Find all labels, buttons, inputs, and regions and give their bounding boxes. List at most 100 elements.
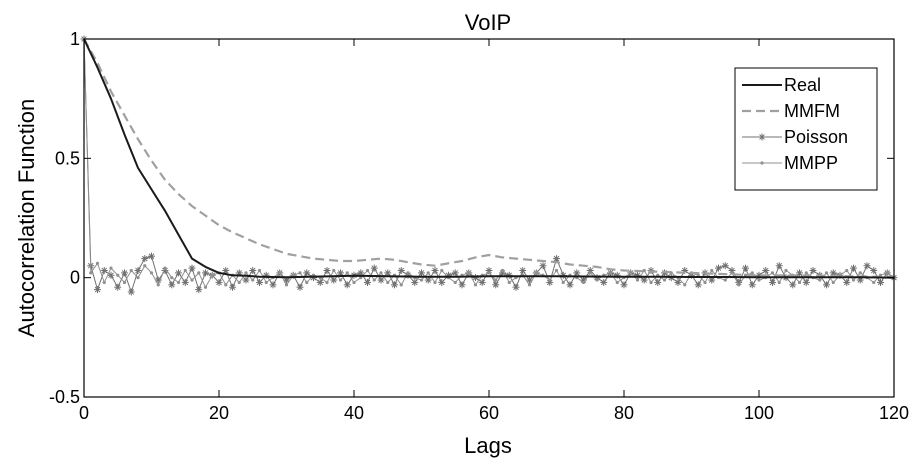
data-point-poisson bbox=[370, 264, 378, 272]
data-point-mmpp bbox=[757, 278, 761, 282]
data-point-poisson bbox=[242, 276, 250, 284]
data-point-poisson bbox=[674, 278, 682, 286]
data-point-mmpp bbox=[352, 280, 356, 285]
data-point-mmpp bbox=[683, 283, 687, 287]
legend-label-poisson: Poisson bbox=[784, 127, 848, 147]
x-tick-label: 120 bbox=[879, 403, 909, 423]
data-point-poisson bbox=[620, 281, 628, 289]
data-point-poisson bbox=[802, 278, 810, 286]
x-tick-label: 0 bbox=[79, 403, 89, 423]
data-point-poisson bbox=[829, 269, 837, 277]
data-point-mmpp bbox=[203, 285, 208, 289]
data-point-mmpp bbox=[595, 278, 599, 282]
data-point-poisson bbox=[222, 267, 230, 275]
data-point-poisson bbox=[256, 278, 263, 286]
data-point-poisson bbox=[249, 267, 257, 275]
data-point-mmpp bbox=[872, 280, 876, 285]
x-axis-label: Lags bbox=[464, 433, 512, 458]
data-point-poisson bbox=[458, 281, 466, 289]
series-line-mmfm bbox=[83, 38, 895, 279]
data-point-mmpp bbox=[305, 280, 309, 285]
data-point-mmpp bbox=[244, 271, 248, 275]
data-point-poisson bbox=[188, 264, 196, 272]
series-line-real bbox=[83, 38, 895, 279]
data-point-mmpp bbox=[588, 271, 592, 275]
data-point-poisson bbox=[168, 281, 176, 289]
data-point-poisson bbox=[107, 271, 115, 279]
data-point-poisson bbox=[364, 278, 371, 286]
plot-series bbox=[80, 35, 898, 296]
data-point-poisson bbox=[181, 278, 189, 286]
data-point-poisson bbox=[377, 276, 385, 284]
data-point-mmpp bbox=[183, 268, 187, 273]
data-point-mmpp bbox=[190, 278, 194, 282]
data-point-mmpp bbox=[797, 280, 802, 285]
data-point-poisson bbox=[438, 278, 446, 286]
data-point-poisson bbox=[748, 281, 756, 289]
data-point-mmpp bbox=[89, 271, 93, 275]
data-point-poisson bbox=[694, 281, 702, 289]
data-point-poisson bbox=[397, 267, 405, 275]
data-point-poisson bbox=[316, 278, 324, 286]
data-point-mmpp bbox=[386, 280, 390, 285]
x-axis-ticks: 0 20 40 60 80 100 120 bbox=[79, 39, 909, 423]
y-tick-label: 1 bbox=[70, 29, 80, 49]
y-axis-ticks: -0.5 0 0.5 1 bbox=[49, 29, 894, 407]
data-point-mmpp bbox=[467, 271, 471, 275]
data-point-mmpp bbox=[365, 268, 370, 273]
data-point-mmpp bbox=[750, 271, 754, 275]
x-tick-label: 60 bbox=[479, 403, 499, 423]
data-point-poisson bbox=[715, 264, 722, 272]
data-point-poisson bbox=[553, 255, 560, 263]
data-point-mmpp bbox=[129, 268, 133, 273]
data-point-mmpp bbox=[561, 280, 565, 285]
data-point-mmpp bbox=[507, 280, 511, 285]
x-tick-label: 80 bbox=[614, 403, 634, 423]
data-point-mmpp bbox=[95, 261, 100, 265]
data-point-poisson bbox=[127, 288, 135, 296]
data-point-mmpp bbox=[122, 280, 127, 285]
data-point-mmpp bbox=[851, 278, 856, 282]
legend-label-mmpp: MMPP bbox=[784, 153, 838, 173]
data-point-poisson bbox=[546, 278, 554, 286]
data-point-mmpp bbox=[703, 280, 707, 285]
data-point-poisson bbox=[100, 267, 108, 275]
y-tick-label: -0.5 bbox=[49, 387, 80, 407]
data-point-poisson bbox=[512, 283, 520, 291]
data-point-poisson bbox=[141, 255, 149, 263]
data-point-mmpp bbox=[197, 271, 201, 275]
data-point-poisson bbox=[573, 269, 581, 277]
data-point-poisson bbox=[303, 269, 311, 277]
legend-marker-mmpp bbox=[760, 161, 764, 165]
data-point-mmpp bbox=[176, 280, 181, 285]
data-point-mmpp bbox=[237, 280, 241, 285]
data-point-poisson bbox=[411, 278, 419, 286]
data-point-poisson bbox=[431, 267, 439, 275]
data-point-mmpp bbox=[710, 268, 714, 273]
data-point-mmpp bbox=[440, 268, 444, 273]
data-point-poisson bbox=[296, 283, 304, 291]
data-point-mmpp bbox=[278, 271, 282, 275]
data-point-poisson bbox=[613, 271, 621, 279]
data-point-mmpp bbox=[500, 268, 505, 273]
data-point-mmpp bbox=[298, 271, 302, 275]
data-point-mmpp bbox=[494, 278, 498, 282]
data-point-poisson bbox=[424, 276, 432, 284]
data-point-poisson bbox=[762, 267, 770, 275]
data-point-mmpp bbox=[804, 271, 808, 275]
data-point-mmpp bbox=[858, 271, 862, 275]
data-point-mmpp bbox=[149, 271, 154, 275]
data-point-poisson bbox=[175, 269, 182, 277]
data-point-mmpp bbox=[824, 271, 829, 275]
data-point-poisson bbox=[343, 281, 351, 289]
data-point-mmpp bbox=[325, 280, 329, 285]
y-tick-label: 0 bbox=[70, 268, 80, 288]
data-point-poisson bbox=[121, 269, 128, 277]
data-point-poisson bbox=[728, 267, 736, 275]
data-point-poisson bbox=[94, 286, 101, 294]
data-point-mmpp bbox=[116, 273, 120, 277]
data-point-mmpp bbox=[737, 283, 741, 287]
data-point-poisson bbox=[215, 278, 223, 286]
data-point-poisson bbox=[391, 281, 398, 289]
